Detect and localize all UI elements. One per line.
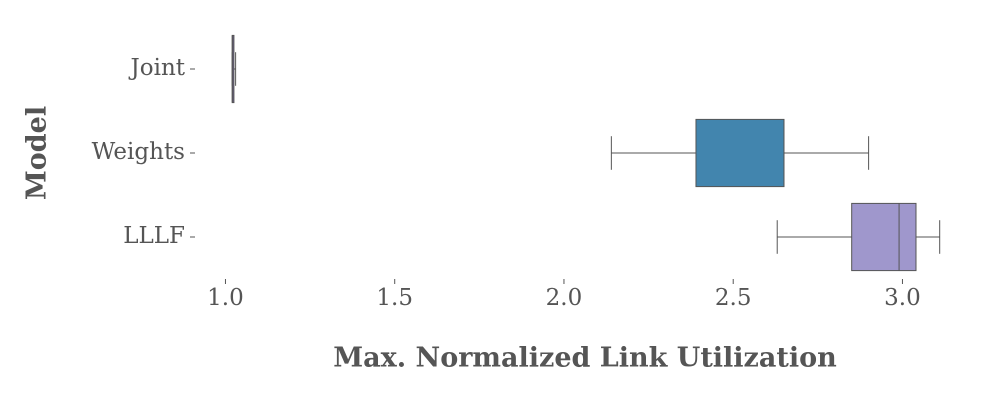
y-tick-label: Weights: [92, 139, 185, 165]
y-tick-label: Joint: [129, 55, 186, 81]
box: [695, 118, 785, 188]
x-tick-label: 2.5: [715, 285, 752, 311]
y-tick-label: LLLF: [123, 223, 185, 249]
x-tick-label: 2.0: [546, 285, 583, 311]
x-axis-title: Max. Normalized Link Utilization: [333, 343, 837, 374]
x-tick-label: 1.5: [376, 285, 413, 311]
y-axis-title: Model: [22, 106, 53, 200]
x-tick-label: 3.0: [884, 285, 921, 311]
x-tick-label: 1.0: [207, 285, 244, 311]
box: [851, 202, 917, 272]
